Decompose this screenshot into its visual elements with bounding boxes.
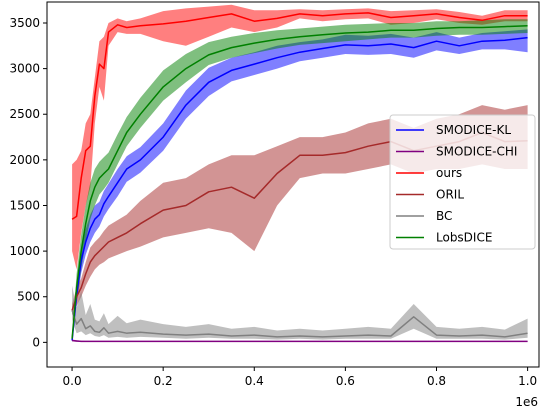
legend-label-lobsdice: LobsDICE (436, 231, 492, 245)
legend-label-oril: ORIL (436, 188, 464, 202)
y-tick-label: 1500 (9, 198, 40, 212)
y-tick-label: 500 (17, 290, 40, 304)
y-tick-label: 2000 (9, 153, 40, 167)
y-tick-label: 0 (32, 335, 40, 349)
legend-label-bc: BC (436, 209, 452, 223)
legend-label-ours: ours (436, 166, 462, 180)
y-tick-label: 3000 (9, 62, 40, 76)
legend: SMODICE-KL SMODICE-CHI ours ORIL BC LobsDICE (390, 115, 535, 249)
x-tick-label: 0.2 (154, 374, 173, 388)
y-tick-label: 3500 (9, 16, 40, 30)
x-tick-label: 1.0 (518, 374, 537, 388)
y-tick-label: 1000 (9, 244, 40, 258)
x-axis-offset-text: 1e6 (515, 395, 538, 409)
x-tick-label: 0.6 (336, 374, 355, 388)
x-tick-label: 0.8 (427, 374, 446, 388)
x-tick-label: 0.4 (245, 374, 264, 388)
x-tick-label: 0.0 (63, 374, 82, 388)
legend-label-smodice-kl: SMODICE-KL (436, 123, 511, 137)
legend-label-smodice-chi: SMODICE-CHI (436, 145, 517, 159)
y-tick-label: 2500 (9, 107, 40, 121)
